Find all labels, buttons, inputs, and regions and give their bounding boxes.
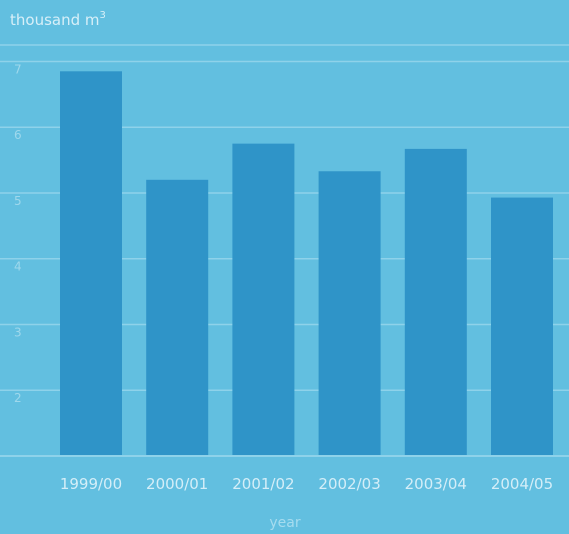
x-tick-label: 2000/01 xyxy=(146,475,208,493)
bar-2000/01 xyxy=(146,179,209,457)
x-tick-label: 2001/02 xyxy=(232,475,294,493)
bars xyxy=(60,71,553,457)
y-tick-label: 2 xyxy=(14,391,22,405)
y-tick-label: 3 xyxy=(14,325,22,339)
bar-2002/03 xyxy=(318,171,381,456)
y-axis-unit-text: thousand m xyxy=(10,11,100,29)
x-tick-labels: 1999/00 2000/01 2001/02 2002/03 2003/04 2004/… xyxy=(60,475,553,493)
y-tick-label: 5 xyxy=(14,194,22,208)
x-tick-label: 2003/04 xyxy=(405,475,467,493)
bar-2003/04 xyxy=(404,148,467,456)
y-tick-label: 7 xyxy=(14,62,22,76)
x-tick-label: 1999/00 xyxy=(60,475,122,493)
y-tick-label: 6 xyxy=(14,128,22,142)
y-tick-labels: 2 3 4 5 6 7 xyxy=(14,62,22,405)
y-axis-unit-superscript: 3 xyxy=(100,10,106,21)
bar-1999/00 xyxy=(60,71,122,456)
bar-2001/02 xyxy=(232,143,295,456)
x-tick-label: 2004/05 xyxy=(491,475,553,493)
y-axis-unit: thousand m3 xyxy=(10,10,106,29)
y-tick-label: 4 xyxy=(14,260,22,274)
x-axis-title: year xyxy=(269,515,300,531)
x-tick-label: 2002/03 xyxy=(318,475,380,493)
bar-2004/05 xyxy=(491,197,553,456)
